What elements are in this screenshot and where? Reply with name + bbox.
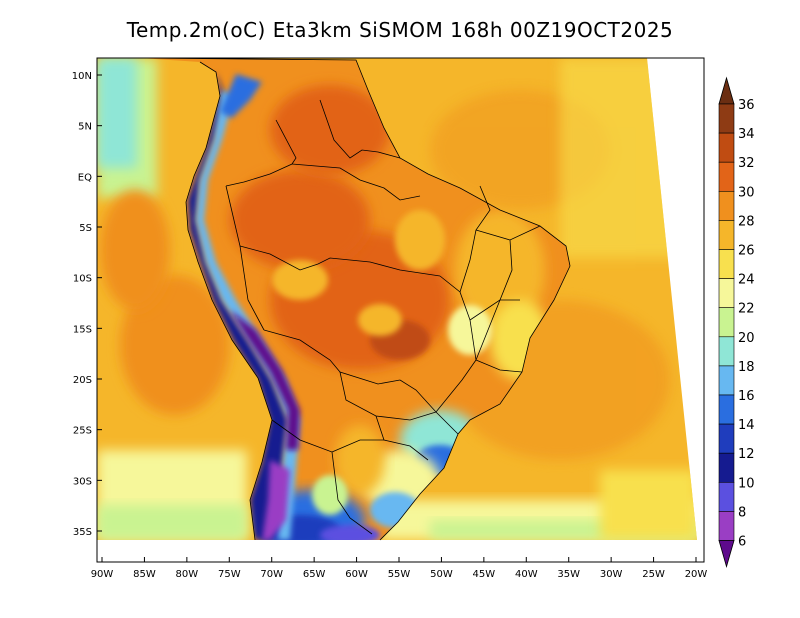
lat-tick-label: 30S (73, 476, 92, 487)
colorbar-label: 18 (738, 360, 755, 375)
colorbar-swatch (718, 336, 735, 367)
colorbar-swatch (718, 103, 735, 134)
lat-tick-label: 20S (73, 375, 92, 386)
colorbar-swatch (718, 511, 735, 541)
map-title: Temp.2m(oC) Eta3km SiSMOM 168h 00Z19OCT2… (126, 18, 674, 42)
lat-tick-label: 35S (73, 527, 92, 538)
colorbar-label: 28 (738, 214, 755, 229)
colorbar-label: 10 (738, 476, 755, 491)
colorbar-swatch (718, 307, 735, 338)
colorbar-swatch (718, 161, 735, 192)
lon-tick-label: 70W (260, 569, 283, 580)
colorbar-label: 22 (738, 302, 755, 317)
colorbar-label: 8 (738, 505, 746, 520)
lon-tick-label: 55W (388, 569, 411, 580)
longitude-axis: 90W 85W 80W 75W 70W 65W 60W 55W 50W 45W 40W 35W 30W 2… (91, 557, 708, 580)
colorbar-label: 14 (738, 418, 755, 433)
lon-tick-label: 80W (176, 569, 199, 580)
colorbar-swatch (718, 394, 735, 425)
lat-tick-label: 10S (73, 274, 92, 285)
lat-tick-label: 15S (73, 324, 92, 335)
latitude-axis: 10N 5N EQ 5S 10S 15S 20S 25S 30S 35S (72, 71, 102, 538)
lon-tick-label: 45W (473, 569, 496, 580)
lat-tick-label: 25S (73, 426, 92, 437)
colorbar-label: 12 (738, 447, 755, 462)
lat-tick-label: EQ (78, 172, 92, 183)
colorbar-label: 26 (738, 244, 755, 259)
lon-tick-label: 25W (642, 569, 665, 580)
map-frame (96, 57, 705, 563)
colorbar-label: 16 (738, 389, 755, 404)
colorbar-swatch (718, 278, 735, 309)
colorbar-label: 34 (738, 127, 755, 142)
colorbar-label: 6 (738, 535, 746, 550)
lon-tick-label: 50W (430, 569, 453, 580)
lat-tick-label: 5N (78, 122, 92, 133)
lon-tick-label: 90W (91, 569, 114, 580)
lon-tick-label: 65W (303, 569, 326, 580)
colorbar-min-triangle (718, 540, 735, 568)
colorbar-max-triangle (718, 76, 735, 105)
colorbar-label: 20 (738, 331, 755, 346)
lon-tick-label: 60W (345, 569, 368, 580)
colorbar-swatch (718, 481, 735, 512)
lon-tick-label: 40W (515, 569, 538, 580)
lat-tick-label: 10N (72, 71, 92, 82)
lon-tick-label: 75W (218, 569, 241, 580)
lat-tick-label: 5S (79, 223, 92, 234)
lon-tick-label: 30W (600, 569, 623, 580)
colorbar-swatch (718, 220, 735, 250)
colorbar-swatch (718, 132, 735, 163)
country-borders (139, 57, 571, 541)
colorbar-label: 36 (738, 98, 755, 113)
colorbar: 36 34 32 30 28 26 24 22 20 18 16 14 12 10 8 6 (718, 76, 755, 568)
lon-tick-label: 35W (557, 569, 580, 580)
colorbar-swatch (718, 191, 735, 221)
colorbar-swatch (718, 423, 735, 454)
colorbar-swatch (718, 249, 735, 279)
lon-tick-label: 20W (685, 569, 708, 580)
colorbar-label: 24 (738, 273, 755, 288)
colorbar-swatch (718, 452, 735, 483)
colorbar-label: 30 (738, 185, 755, 200)
lon-tick-label: 85W (133, 569, 156, 580)
colorbar-label: 32 (738, 156, 755, 171)
colorbar-swatch (718, 365, 735, 396)
